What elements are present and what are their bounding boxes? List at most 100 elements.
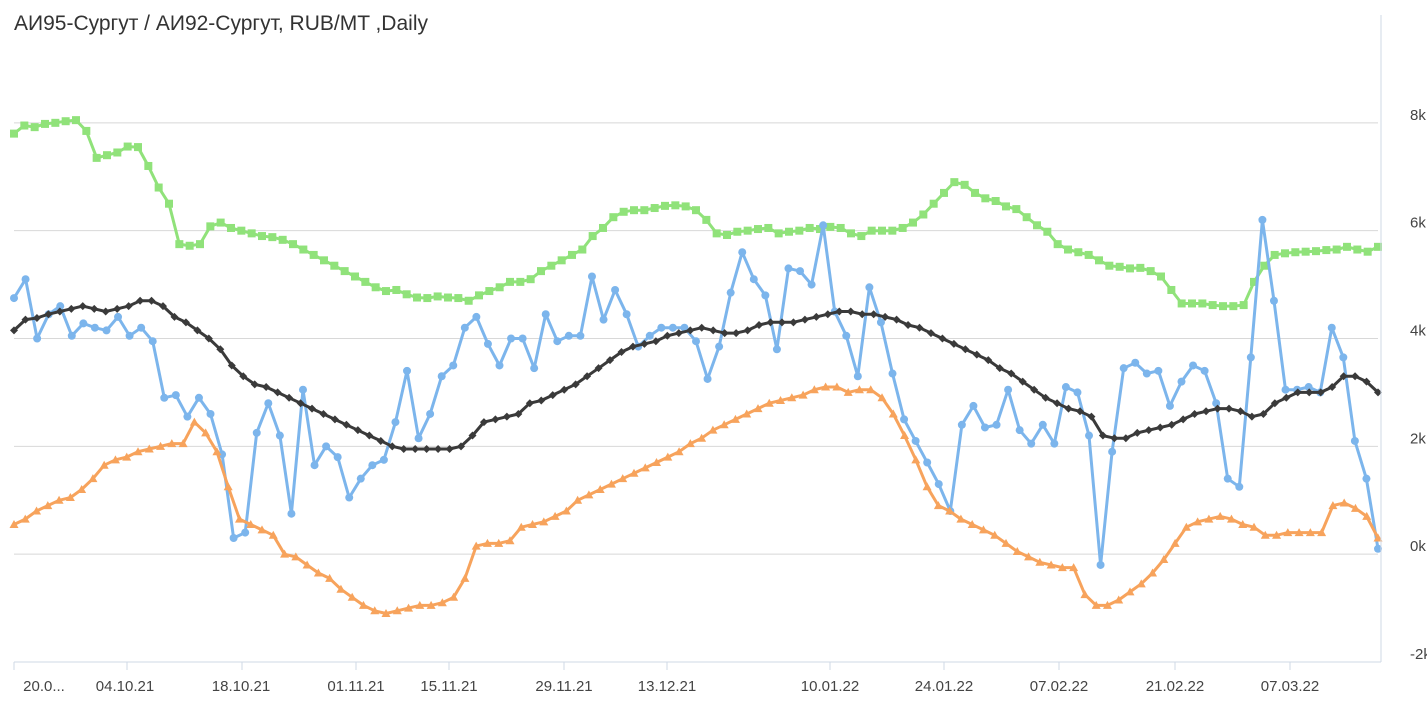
data-point xyxy=(960,180,969,189)
x-tick-label: 07.02.22 xyxy=(1030,678,1088,695)
data-point xyxy=(650,204,659,213)
y-tick-label: 0k xyxy=(1410,538,1426,555)
data-point xyxy=(302,560,312,569)
data-point xyxy=(44,310,53,319)
data-point xyxy=(514,409,523,418)
data-point xyxy=(539,517,549,526)
data-point xyxy=(411,445,420,454)
data-point xyxy=(1041,393,1050,402)
data-point xyxy=(938,334,947,343)
data-point xyxy=(1219,302,1227,311)
data-point xyxy=(663,331,672,340)
data-point xyxy=(449,592,459,601)
data-point xyxy=(268,530,278,539)
data-point xyxy=(99,460,109,469)
data-point xyxy=(668,323,677,332)
data-point xyxy=(588,232,597,241)
data-point xyxy=(54,495,64,504)
data-point xyxy=(368,461,377,470)
data-point xyxy=(1136,579,1146,588)
data-point xyxy=(479,418,488,427)
data-point xyxy=(20,514,30,523)
data-point xyxy=(888,369,897,378)
data-point xyxy=(125,331,134,340)
data-point xyxy=(268,233,277,242)
data-point xyxy=(787,393,797,402)
data-point xyxy=(798,390,808,399)
data-point xyxy=(181,318,190,327)
data-point xyxy=(193,326,202,335)
data-point xyxy=(784,264,793,273)
data-point xyxy=(984,356,993,365)
x-tick-label: 20.0... xyxy=(23,678,65,695)
data-point xyxy=(434,445,443,454)
data-point xyxy=(766,318,775,327)
data-point xyxy=(1167,285,1176,294)
data-point xyxy=(652,458,662,467)
data-point xyxy=(723,230,731,239)
data-point xyxy=(584,490,594,499)
data-point xyxy=(1281,249,1289,258)
data-point xyxy=(1351,372,1360,381)
data-point xyxy=(1305,388,1314,397)
data-point xyxy=(561,506,571,515)
data-point xyxy=(526,275,535,284)
data-point xyxy=(622,310,631,319)
data-point xyxy=(550,511,560,520)
data-point xyxy=(485,287,494,296)
data-point xyxy=(629,468,639,477)
data-point xyxy=(743,226,752,235)
data-point xyxy=(606,356,615,365)
data-point xyxy=(867,226,876,235)
data-point xyxy=(415,600,425,609)
data-point xyxy=(258,232,266,241)
data-point xyxy=(709,326,718,335)
data-point xyxy=(805,223,814,232)
data-point xyxy=(755,321,764,330)
data-point xyxy=(1235,482,1244,491)
data-point xyxy=(183,412,192,421)
data-point xyxy=(703,374,712,383)
y-tick-label: -2k xyxy=(1410,646,1427,663)
data-point xyxy=(1159,555,1169,564)
data-point xyxy=(854,385,864,394)
data-point xyxy=(568,250,576,259)
data-point xyxy=(525,399,534,408)
data-point xyxy=(1001,538,1011,547)
data-point xyxy=(772,345,781,354)
data-point xyxy=(823,310,832,319)
data-point xyxy=(761,291,770,300)
data-point xyxy=(9,520,19,529)
data-point xyxy=(971,188,979,197)
data-point xyxy=(720,329,729,338)
data-point xyxy=(1270,399,1279,408)
data-point xyxy=(1061,383,1070,392)
data-point xyxy=(1043,227,1052,236)
data-point xyxy=(842,331,851,340)
data-point xyxy=(1170,538,1180,547)
data-point xyxy=(1272,530,1282,539)
data-point xyxy=(1250,277,1258,286)
data-point xyxy=(657,323,666,332)
data-point xyxy=(1213,404,1222,413)
data-point xyxy=(506,277,514,286)
data-point xyxy=(1317,528,1327,537)
data-point xyxy=(1095,256,1103,265)
data-point xyxy=(291,552,301,561)
data-point xyxy=(201,428,211,437)
data-point xyxy=(1105,261,1114,270)
data-point xyxy=(413,293,421,302)
data-point xyxy=(911,455,921,464)
data-point xyxy=(599,223,607,232)
data-point xyxy=(320,256,328,265)
data-point xyxy=(1165,401,1174,410)
data-point xyxy=(246,520,256,529)
data-point xyxy=(843,387,853,396)
data-point xyxy=(1305,528,1315,537)
data-point xyxy=(1223,474,1232,483)
data-point xyxy=(1064,404,1073,413)
data-point xyxy=(630,206,638,215)
data-point xyxy=(640,463,650,472)
data-point xyxy=(1015,426,1024,435)
